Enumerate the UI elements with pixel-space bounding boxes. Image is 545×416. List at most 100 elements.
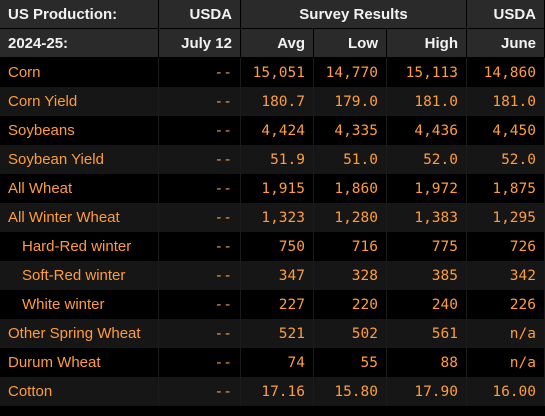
cell-avg: 180.7 [241, 87, 314, 116]
cell-high: 15,113 [387, 58, 467, 87]
cell-low: 4,335 [314, 116, 387, 145]
cell-low: 220 [314, 290, 387, 319]
row-label: Soft-Red winter [0, 261, 159, 290]
header-date: July 12 [159, 29, 241, 58]
table-row: Hard-Red winter -- 750 716 775 726 [0, 232, 545, 261]
cell-low: 14,770 [314, 58, 387, 87]
cell-june: 342 [467, 261, 545, 290]
cell-avg: 750 [241, 232, 314, 261]
cell-high: 561 [387, 319, 467, 348]
table-row: All Winter Wheat -- 1,323 1,280 1,383 1,295 [0, 203, 545, 232]
table-body: Corn -- 15,051 14,770 15,113 14,860 Corn Yield… [0, 58, 545, 406]
row-label: White winter [0, 290, 159, 319]
cell-high: 88 [387, 348, 467, 377]
cell-avg: 227 [241, 290, 314, 319]
table-row: All Wheat -- 1,915 1,860 1,972 1,875 [0, 174, 545, 203]
cell-usda: -- [159, 203, 241, 232]
table-row: Cotton -- 17.16 15.80 17.90 16.00 [0, 377, 545, 406]
cell-june: 4,450 [467, 116, 545, 145]
cell-june: 14,860 [467, 58, 545, 87]
cell-low: 55 [314, 348, 387, 377]
cell-june: 181.0 [467, 87, 545, 116]
cell-high: 385 [387, 261, 467, 290]
cell-avg: 1,915 [241, 174, 314, 203]
header-avg: Avg [241, 29, 314, 58]
cell-high: 1,972 [387, 174, 467, 203]
row-label: Cotton [0, 377, 159, 406]
cell-avg: 521 [241, 319, 314, 348]
cell-avg: 4,424 [241, 116, 314, 145]
cell-usda: -- [159, 145, 241, 174]
header-row-1: US Production: USDA Survey Results USDA [0, 0, 545, 29]
cell-june: 1,295 [467, 203, 545, 232]
header-usda: USDA [159, 0, 241, 29]
table-row: White winter -- 227 220 240 226 [0, 290, 545, 319]
cell-high: 4,436 [387, 116, 467, 145]
cell-usda: -- [159, 348, 241, 377]
header-june: June [467, 29, 545, 58]
cell-low: 1,860 [314, 174, 387, 203]
table-header: US Production: USDA Survey Results USDA … [0, 0, 545, 58]
cell-low: 328 [314, 261, 387, 290]
production-table: US Production: USDA Survey Results USDA … [0, 0, 545, 406]
header-survey-results: Survey Results [241, 0, 467, 29]
cell-june: 726 [467, 232, 545, 261]
cell-low: 179.0 [314, 87, 387, 116]
cell-june: n/a [467, 319, 545, 348]
cell-usda: -- [159, 319, 241, 348]
cell-june: n/a [467, 348, 545, 377]
cell-avg: 1,323 [241, 203, 314, 232]
row-label: All Winter Wheat [0, 203, 159, 232]
cell-june: 16.00 [467, 377, 545, 406]
cell-usda: -- [159, 377, 241, 406]
cell-usda: -- [159, 87, 241, 116]
cell-usda: -- [159, 58, 241, 87]
header-row-2: 2024-25: July 12 Avg Low High June [0, 29, 545, 58]
cell-usda: -- [159, 290, 241, 319]
table-row: Corn Yield -- 180.7 179.0 181.0 181.0 [0, 87, 545, 116]
row-label: Soybeans [0, 116, 159, 145]
cell-usda: -- [159, 174, 241, 203]
cell-avg: 347 [241, 261, 314, 290]
cell-avg: 51.9 [241, 145, 314, 174]
cell-avg: 15,051 [241, 58, 314, 87]
cell-low: 716 [314, 232, 387, 261]
table-row: Other Spring Wheat -- 521 502 561 n/a [0, 319, 545, 348]
cell-avg: 74 [241, 348, 314, 377]
cell-june: 226 [467, 290, 545, 319]
table-row: Durum Wheat -- 74 55 88 n/a [0, 348, 545, 377]
table-row: Soybean Yield -- 51.9 51.0 52.0 52.0 [0, 145, 545, 174]
cell-usda: -- [159, 232, 241, 261]
cell-june: 1,875 [467, 174, 545, 203]
cell-low: 15.80 [314, 377, 387, 406]
cell-high: 240 [387, 290, 467, 319]
header-low: Low [314, 29, 387, 58]
row-label: Other Spring Wheat [0, 319, 159, 348]
row-label: Corn Yield [0, 87, 159, 116]
cell-high: 775 [387, 232, 467, 261]
row-label: Hard-Red winter [0, 232, 159, 261]
header-high: High [387, 29, 467, 58]
header-usda-2: USDA [467, 0, 545, 29]
cell-low: 51.0 [314, 145, 387, 174]
table-row: Corn -- 15,051 14,770 15,113 14,860 [0, 58, 545, 87]
row-label: Durum Wheat [0, 348, 159, 377]
row-label: Soybean Yield [0, 145, 159, 174]
cell-low: 1,280 [314, 203, 387, 232]
cell-low: 502 [314, 319, 387, 348]
cell-high: 1,383 [387, 203, 467, 232]
row-label: Corn [0, 58, 159, 87]
cell-high: 181.0 [387, 87, 467, 116]
cell-high: 52.0 [387, 145, 467, 174]
cell-avg: 17.16 [241, 377, 314, 406]
table-row: Soft-Red winter -- 347 328 385 342 [0, 261, 545, 290]
cell-usda: -- [159, 116, 241, 145]
cell-usda: -- [159, 261, 241, 290]
header-year: 2024-25: [0, 29, 159, 58]
cell-high: 17.90 [387, 377, 467, 406]
row-label: All Wheat [0, 174, 159, 203]
header-title: US Production: [0, 0, 159, 29]
cell-june: 52.0 [467, 145, 545, 174]
table-row: Soybeans -- 4,424 4,335 4,436 4,450 [0, 116, 545, 145]
